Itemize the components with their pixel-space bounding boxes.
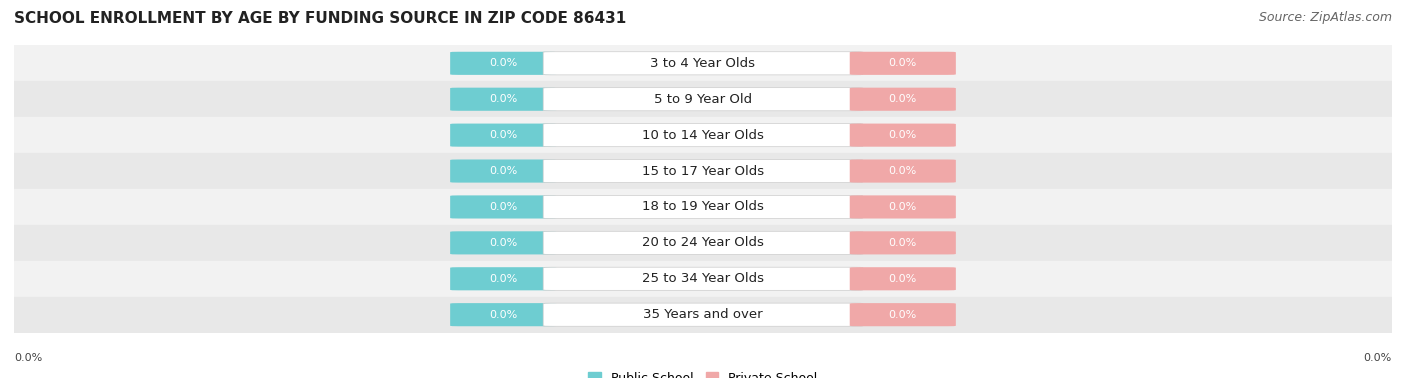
Bar [14,45,1392,81]
FancyBboxPatch shape [849,124,956,147]
FancyBboxPatch shape [450,124,557,147]
Text: 3 to 4 Year Olds: 3 to 4 Year Olds [651,57,755,70]
FancyBboxPatch shape [543,160,863,183]
Text: 0.0%: 0.0% [889,202,917,212]
Text: 35 Years and over: 35 Years and over [643,308,763,321]
Text: 0.0%: 0.0% [14,353,42,363]
Text: 0.0%: 0.0% [889,238,917,248]
FancyBboxPatch shape [450,52,557,75]
Bar [14,117,1392,153]
Text: 0.0%: 0.0% [489,310,517,320]
Text: SCHOOL ENROLLMENT BY AGE BY FUNDING SOURCE IN ZIP CODE 86431: SCHOOL ENROLLMENT BY AGE BY FUNDING SOUR… [14,11,626,26]
Text: 18 to 19 Year Olds: 18 to 19 Year Olds [643,200,763,214]
Text: 0.0%: 0.0% [889,166,917,176]
Text: 25 to 34 Year Olds: 25 to 34 Year Olds [643,272,763,285]
Text: 0.0%: 0.0% [489,238,517,248]
Text: 0.0%: 0.0% [889,310,917,320]
Text: 0.0%: 0.0% [489,58,517,68]
Bar [14,297,1392,333]
Text: 15 to 17 Year Olds: 15 to 17 Year Olds [643,164,763,178]
FancyBboxPatch shape [849,160,956,183]
FancyBboxPatch shape [543,195,863,218]
FancyBboxPatch shape [849,88,956,111]
Bar [14,189,1392,225]
FancyBboxPatch shape [849,52,956,75]
FancyBboxPatch shape [849,195,956,218]
Text: 0.0%: 0.0% [889,274,917,284]
Text: 0.0%: 0.0% [489,130,517,140]
Text: 20 to 24 Year Olds: 20 to 24 Year Olds [643,236,763,249]
Text: 10 to 14 Year Olds: 10 to 14 Year Olds [643,129,763,142]
Text: 0.0%: 0.0% [489,202,517,212]
Text: 0.0%: 0.0% [489,94,517,104]
FancyBboxPatch shape [450,88,557,111]
Bar [14,81,1392,117]
Text: 0.0%: 0.0% [889,58,917,68]
FancyBboxPatch shape [543,231,863,254]
Text: 0.0%: 0.0% [889,94,917,104]
Text: 0.0%: 0.0% [889,130,917,140]
Text: 0.0%: 0.0% [1364,353,1392,363]
Text: 0.0%: 0.0% [489,274,517,284]
FancyBboxPatch shape [543,52,863,75]
FancyBboxPatch shape [450,160,557,183]
FancyBboxPatch shape [450,303,557,326]
Text: 0.0%: 0.0% [489,166,517,176]
FancyBboxPatch shape [543,303,863,326]
FancyBboxPatch shape [543,88,863,111]
Text: Source: ZipAtlas.com: Source: ZipAtlas.com [1258,11,1392,24]
FancyBboxPatch shape [450,267,557,290]
FancyBboxPatch shape [543,267,863,290]
FancyBboxPatch shape [849,303,956,326]
Bar [14,261,1392,297]
Bar [14,225,1392,261]
FancyBboxPatch shape [543,124,863,147]
FancyBboxPatch shape [849,267,956,290]
Bar [14,153,1392,189]
Legend: Public School, Private School: Public School, Private School [583,367,823,378]
Text: 5 to 9 Year Old: 5 to 9 Year Old [654,93,752,106]
FancyBboxPatch shape [450,195,557,218]
FancyBboxPatch shape [849,231,956,254]
FancyBboxPatch shape [450,231,557,254]
